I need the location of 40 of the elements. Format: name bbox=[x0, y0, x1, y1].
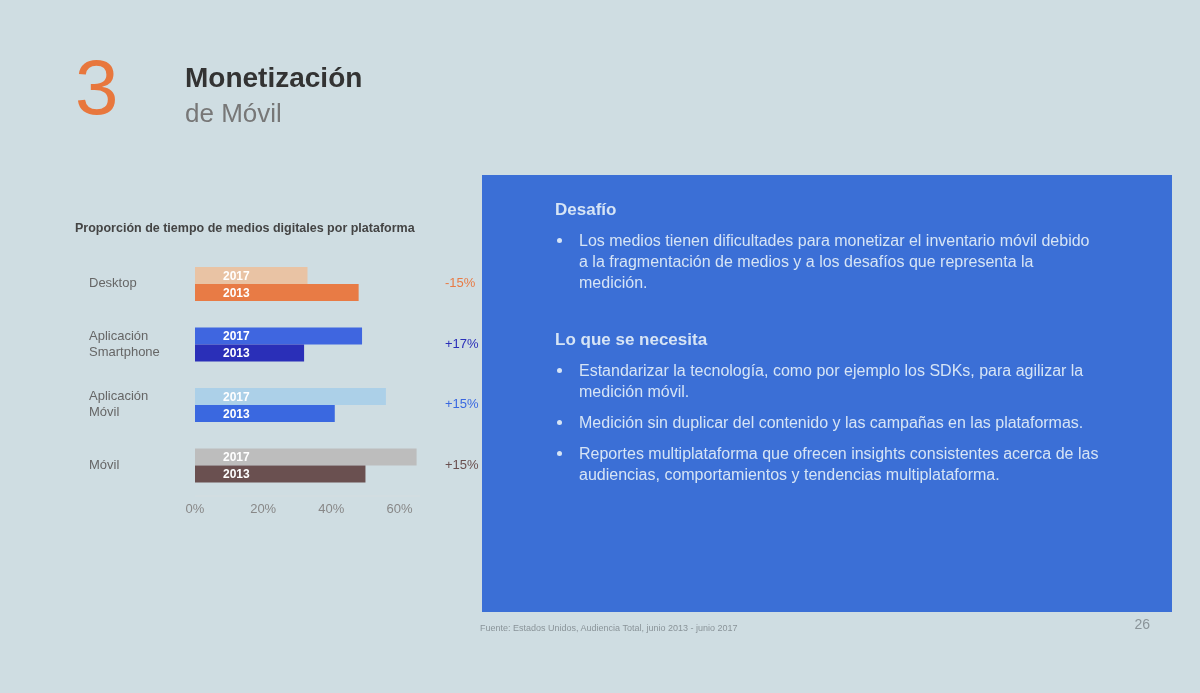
text: -15% bbox=[445, 275, 476, 291]
chart-title: Proporción de tiempo de medios digitales por plataforma bbox=[75, 220, 415, 236]
text: Medición sin duplicar del contenido y las campañas en las plataformas. bbox=[579, 413, 1085, 433]
x-tick-label: 60% bbox=[386, 501, 413, 517]
text: +15% bbox=[445, 396, 480, 412]
x-tick-label: 0% bbox=[185, 501, 205, 517]
x-tick-label: 40% bbox=[318, 501, 345, 517]
x-tick-label: 20% bbox=[250, 501, 277, 517]
text: 2017 bbox=[223, 389, 250, 404]
series-label: 2017 bbox=[223, 268, 251, 283]
text: Desafío bbox=[555, 200, 618, 220]
text: +17% bbox=[445, 335, 480, 351]
bar bbox=[195, 405, 335, 422]
bar bbox=[195, 284, 359, 301]
text: +15% bbox=[445, 456, 480, 472]
y-tick-label: Desktop bbox=[89, 275, 137, 291]
text: de Móvil bbox=[185, 98, 282, 129]
text: 3 bbox=[75, 42, 119, 133]
bar bbox=[195, 327, 363, 345]
text: 26 bbox=[1134, 616, 1150, 632]
text: Los medios tienen dificultades para monetizar el inventario móvil debido a la fragmentación de medios y a los desafíos que representa la medición. bbox=[579, 231, 1091, 293]
text: Lo que se necesita bbox=[555, 330, 709, 350]
bar bbox=[195, 465, 366, 483]
bar bbox=[195, 267, 308, 284]
text: 2013 bbox=[223, 406, 250, 421]
source-note: Fuente: Estados Unidos, Audiencia Total, junio 2013 - junio 2017 bbox=[480, 622, 739, 634]
text: Estandarizar la tecnología, como por ejemplo los SDKs, para agilizar la medición móvil. bbox=[579, 361, 1085, 402]
y-tick-label: Aplicación Móvil bbox=[89, 388, 149, 420]
y-tick-label: Aplicación Smartphone bbox=[89, 328, 160, 360]
text: 2017 bbox=[223, 329, 250, 344]
text: 2013 bbox=[223, 346, 250, 361]
text: Monetización bbox=[185, 62, 363, 94]
series-label: 2013 bbox=[223, 285, 251, 300]
bar bbox=[195, 344, 305, 362]
y-tick-label: Móvil bbox=[89, 457, 120, 473]
text: 2017 bbox=[223, 450, 250, 465]
bar bbox=[195, 448, 417, 466]
text: Reportes multiplataforma que ofrecen insights consistentes acerca de las audiencias, comportamientos y tendencias multiplataforma. bbox=[579, 444, 1099, 485]
text: 2013 bbox=[223, 467, 250, 482]
bar bbox=[195, 388, 386, 405]
